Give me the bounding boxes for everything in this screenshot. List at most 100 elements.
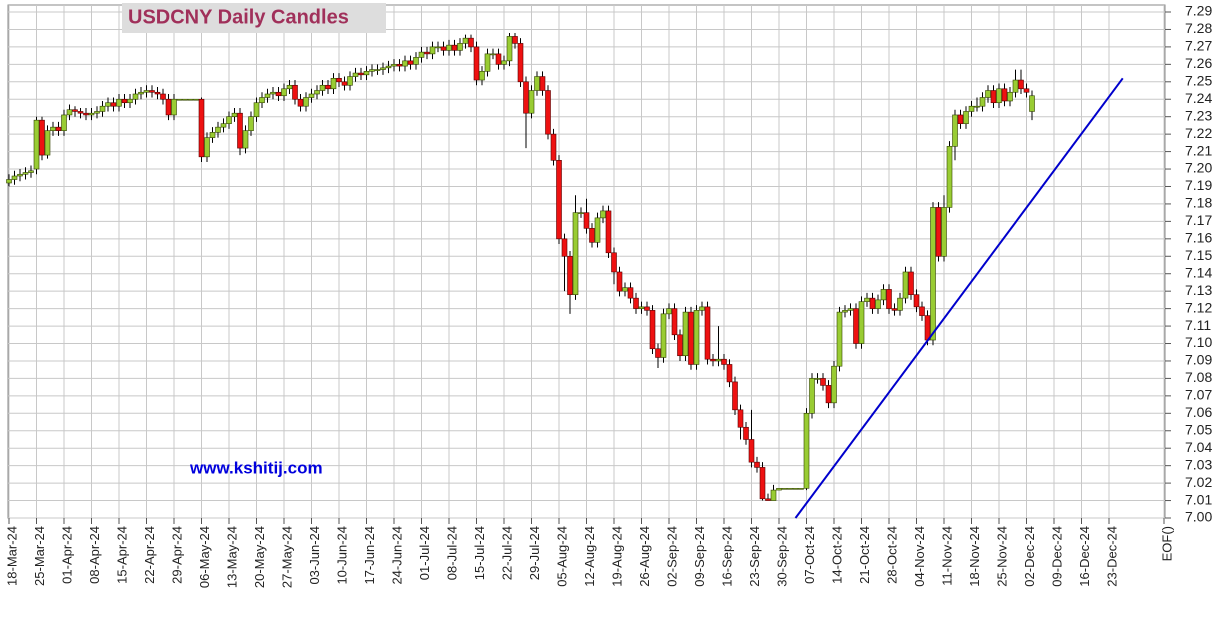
- y-tick-label: 7.10: [1185, 334, 1212, 350]
- x-tick-label: 02-Sep-24: [664, 526, 679, 587]
- candle-body: [858, 301, 865, 344]
- candle-body: [17, 173, 23, 177]
- candle-body: [402, 60, 408, 67]
- y-tick-label: 7.02: [1185, 474, 1212, 490]
- candle-body: [968, 105, 975, 112]
- candle-body: [446, 44, 452, 51]
- candle-body: [517, 43, 524, 83]
- candle-body: [380, 67, 386, 70]
- y-tick-label: 7.21: [1185, 142, 1212, 158]
- candle-body: [292, 84, 298, 100]
- candles: [6, 32, 1124, 519]
- y-tick-label: 7.26: [1185, 55, 1212, 71]
- x-tick-label: 18-Nov-24: [967, 526, 982, 587]
- candle-body: [242, 130, 249, 149]
- candle-body: [330, 78, 337, 90]
- candle-body: [622, 287, 628, 292]
- candle-body: [473, 46, 480, 81]
- candle-body: [666, 308, 672, 315]
- candle-body: [429, 46, 436, 55]
- candle-body: [231, 112, 238, 117]
- x-tick-label: 20-May-24: [252, 526, 267, 588]
- candle-body: [809, 378, 815, 414]
- y-tick-label: 7.23: [1185, 107, 1212, 123]
- candle-body: [831, 365, 837, 404]
- candle-body: [660, 313, 667, 358]
- candle-body: [264, 93, 271, 98]
- candle-body: [303, 97, 309, 107]
- candle-body: [44, 130, 51, 156]
- candle-body: [407, 60, 414, 65]
- candle-body: [935, 207, 942, 257]
- candle-body: [116, 98, 122, 107]
- candle-body: [721, 358, 727, 365]
- candle-body: [369, 69, 375, 72]
- candle-body: [820, 378, 826, 386]
- candle-body: [842, 310, 848, 313]
- x-tick-label: 02-Dec-24: [1022, 526, 1037, 587]
- candle-body: [611, 252, 617, 273]
- candle-body: [913, 294, 920, 308]
- candle-body: [479, 71, 485, 81]
- candle-body: [347, 76, 353, 86]
- candle-body: [825, 385, 832, 404]
- candle-body: [748, 439, 755, 463]
- candle-body: [220, 123, 227, 128]
- candle-body: [891, 308, 898, 311]
- x-tick-label: 25-Nov-24: [994, 526, 1009, 587]
- candle-body: [605, 210, 612, 254]
- candle-body: [506, 36, 513, 62]
- candle-body: [149, 90, 155, 93]
- x-tick-label: 29-Apr-24: [169, 526, 184, 584]
- candle-body: [957, 114, 964, 124]
- candle-body: [418, 51, 425, 58]
- candle-body: [286, 84, 293, 90]
- x-tick-label: 08-Jul-24: [444, 526, 459, 580]
- x-tick-label: 01-Apr-24: [59, 526, 74, 584]
- candle-body: [138, 91, 144, 95]
- candle-body: [803, 413, 810, 489]
- x-tick-label: 12-Aug-24: [582, 526, 597, 587]
- candle-body: [204, 137, 210, 158]
- y-tick-label: 7.00: [1185, 509, 1212, 525]
- y-tick-label: 7.11: [1185, 317, 1211, 333]
- y-tick-label: 7.07: [1185, 387, 1212, 403]
- grid: [8, 5, 1171, 524]
- y-tick-label: 7.13: [1185, 282, 1212, 298]
- candle-body: [132, 93, 139, 100]
- annotation: www.kshitij.com: [189, 458, 323, 477]
- candle-body: [61, 114, 67, 131]
- x-tick-label: 29-Jul-24: [527, 526, 542, 580]
- candle-body: [501, 60, 507, 65]
- y-tick-label: 7.20: [1185, 160, 1212, 176]
- candle-body: [1018, 79, 1024, 90]
- candle-body: [853, 308, 859, 344]
- candle-body: [374, 69, 381, 71]
- candle-body: [440, 46, 447, 51]
- candle-body: [182, 98, 188, 101]
- candle-body: [699, 306, 705, 311]
- candle-body: [55, 126, 62, 131]
- candle-body: [490, 53, 496, 56]
- y-tick-label: 7.24: [1185, 90, 1212, 106]
- y-tick-label: 7.27: [1185, 38, 1212, 54]
- candle-body: [990, 90, 997, 104]
- x-tick-label: 30-Sep-24: [774, 526, 789, 587]
- candle-body: [484, 53, 491, 72]
- candle-body: [616, 271, 623, 292]
- candle-body: [39, 119, 45, 156]
- candle-body: [160, 93, 166, 100]
- y-tick-label: 7.22: [1185, 125, 1212, 141]
- candle-body: [121, 98, 128, 104]
- x-tick-label: 28-Oct-24: [884, 526, 899, 584]
- candle-body: [682, 311, 689, 357]
- candle-body: [270, 91, 276, 95]
- y-tick-label: 7.03: [1185, 456, 1212, 472]
- x-tick-label: 17-Jun-24: [362, 526, 377, 585]
- candle-body: [908, 271, 914, 295]
- candle-body: [6, 179, 12, 184]
- candle-body: [704, 306, 711, 360]
- candle-body: [655, 348, 661, 358]
- candle-body: [732, 381, 738, 411]
